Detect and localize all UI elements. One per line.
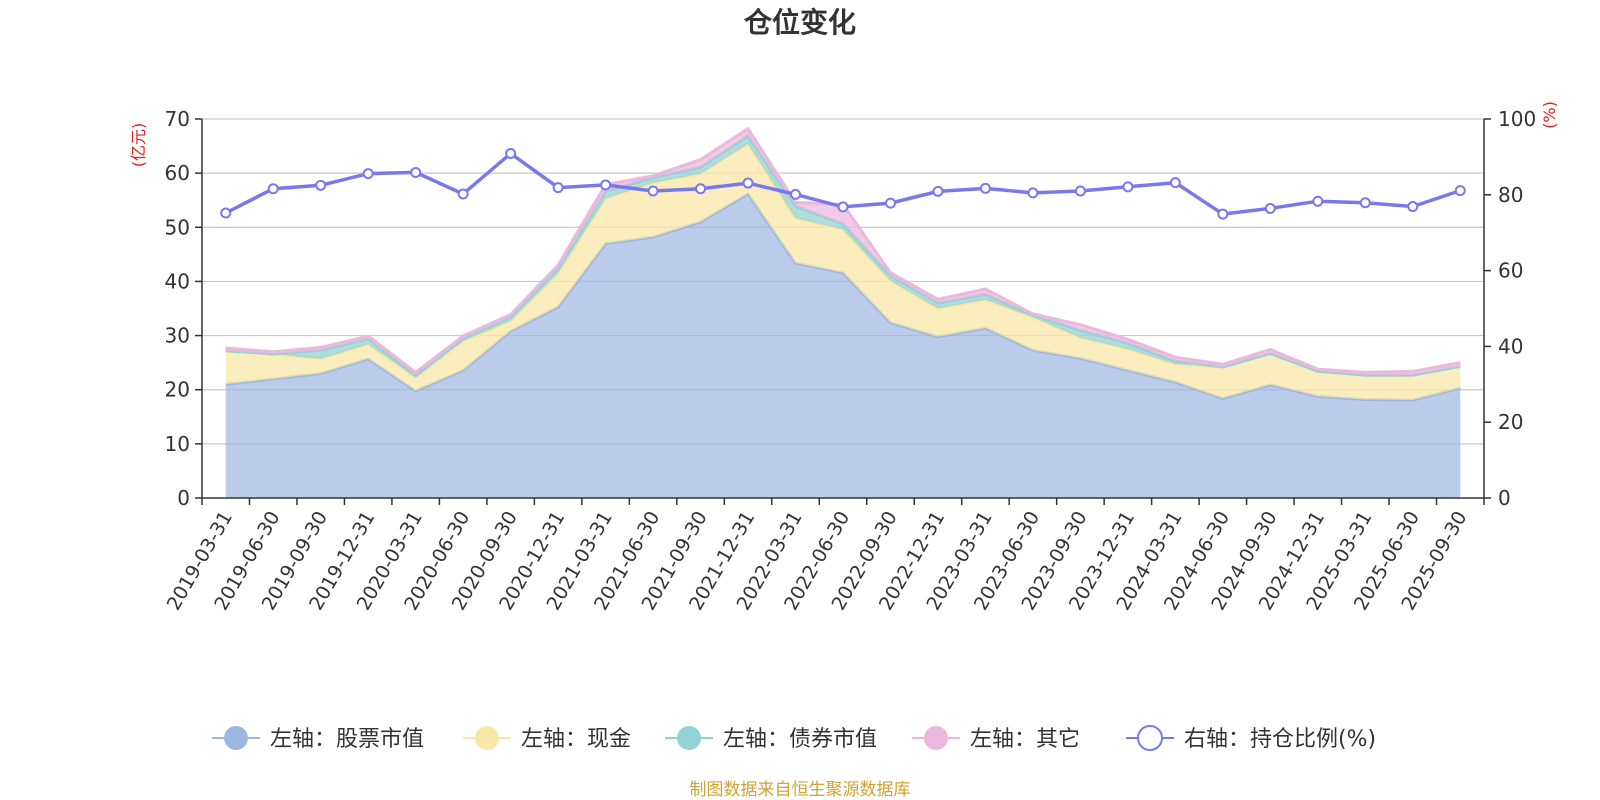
right-tick-label: 40	[1498, 334, 1523, 358]
right-tick-label: 20	[1498, 410, 1523, 434]
ratio-point[interactable]	[695, 183, 707, 195]
ratio-point[interactable]	[505, 147, 517, 159]
data-source-note: 制图数据来自恒生聚源数据库	[690, 780, 911, 800]
ratio-point[interactable]	[457, 188, 469, 200]
ratio-point[interactable]	[1264, 202, 1276, 214]
legend[interactable]: 左轴：股票市值 左轴：现金 左轴：债券市值 左轴：其它 右轴：持仓比例(%)	[212, 725, 1376, 752]
right-tick-label: 0	[1498, 486, 1511, 510]
ratio-point[interactable]	[410, 166, 422, 178]
legend-label: 左轴：债券市值	[723, 727, 877, 752]
left-tick-label: 50	[165, 215, 190, 239]
left-tick-label: 20	[165, 378, 190, 402]
legend-item-0[interactable]: 左轴：股票市值	[212, 726, 424, 752]
legend-marker	[677, 726, 701, 750]
chart-title: 仓位变化	[744, 6, 856, 39]
ratio-line-series	[220, 147, 1466, 220]
ratio-point[interactable]	[1122, 181, 1134, 193]
right-tick-label: 60	[1498, 259, 1523, 283]
ratio-point[interactable]	[1312, 195, 1324, 207]
ratio-point[interactable]	[1027, 187, 1039, 199]
ratio-point[interactable]	[1217, 208, 1229, 220]
series-0-area	[225, 193, 1461, 498]
stacked-areas	[225, 126, 1461, 498]
ratio-point[interactable]	[220, 207, 232, 219]
legend-marker	[475, 726, 499, 750]
legend-label: 左轴：现金	[521, 727, 631, 752]
ratio-point[interactable]	[600, 179, 612, 191]
left-tick-label: 10	[165, 432, 190, 456]
left-tick-label: 70	[165, 107, 190, 131]
ratio-point[interactable]	[1074, 185, 1086, 197]
legend-item-1[interactable]: 左轴：现金	[463, 726, 631, 752]
left-axis-unit: (亿元)	[129, 123, 148, 168]
ratio-point[interactable]	[742, 177, 754, 189]
ratio-point[interactable]	[315, 179, 327, 191]
ratio-point[interactable]	[1454, 185, 1466, 197]
legend-item-2[interactable]: 左轴：债券市值	[665, 726, 877, 752]
legend-label: 左轴：股票市值	[270, 727, 424, 752]
legend-marker	[924, 726, 948, 750]
ratio-point[interactable]	[552, 182, 564, 194]
legend-marker	[224, 726, 248, 750]
ratio-point[interactable]	[1359, 197, 1371, 209]
legend-marker	[1137, 725, 1163, 751]
ratio-point[interactable]	[362, 168, 374, 180]
legend-label: 左轴：其它	[970, 727, 1080, 752]
ratio-point[interactable]	[884, 197, 896, 209]
left-tick-label: 0	[177, 486, 190, 510]
ratio-point[interactable]	[1407, 201, 1419, 213]
ratio-point[interactable]	[979, 182, 991, 194]
left-tick-label: 30	[165, 324, 190, 348]
ratio-point[interactable]	[1169, 177, 1181, 189]
legend-item-4[interactable]: 右轴：持仓比例(%)	[1126, 725, 1376, 752]
left-tick-label: 60	[165, 161, 190, 185]
ratio-point[interactable]	[837, 201, 849, 213]
right-tick-label: 100	[1498, 107, 1536, 131]
series-1-area	[225, 143, 1461, 400]
legend-item-3[interactable]: 左轴：其它	[912, 726, 1080, 752]
ratio-point[interactable]	[790, 188, 802, 200]
ratio-point[interactable]	[647, 185, 659, 197]
right-tick-label: 80	[1498, 183, 1523, 207]
ratio-point[interactable]	[932, 185, 944, 197]
left-tick-label: 40	[165, 269, 190, 293]
legend-label: 右轴：持仓比例(%)	[1184, 727, 1376, 752]
ratio-point[interactable]	[267, 183, 279, 195]
right-axis-unit: (%)	[1540, 101, 1559, 129]
